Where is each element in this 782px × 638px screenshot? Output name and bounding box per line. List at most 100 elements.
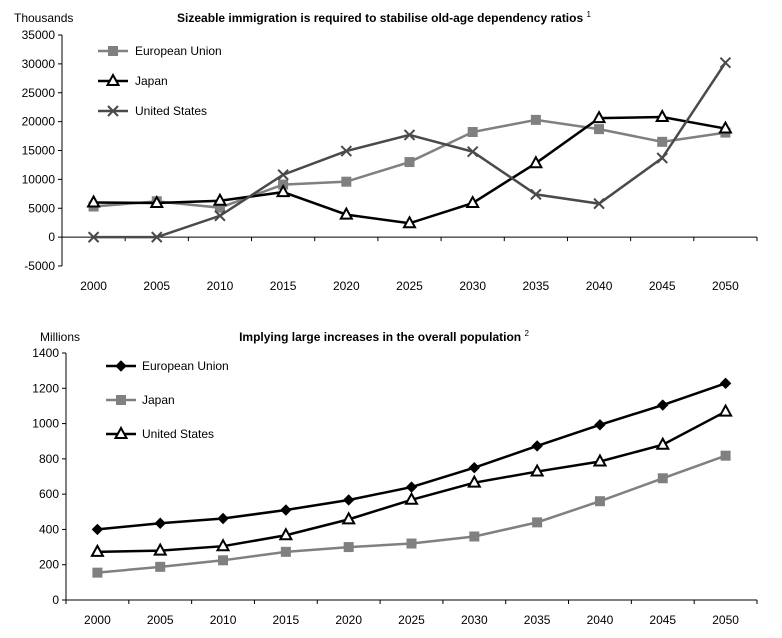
legend-marker — [115, 360, 127, 372]
data-point — [149, 194, 164, 209]
y-tick-label: 200 — [39, 558, 59, 572]
y-tick-label: 1000 — [32, 417, 59, 431]
data-point — [215, 538, 231, 552]
data-point — [720, 450, 731, 461]
data-point — [594, 496, 605, 507]
legend-marker — [105, 72, 121, 86]
x-tick-label: 2005 — [143, 279, 170, 293]
legend-entry: European Union — [98, 44, 222, 58]
data-point — [214, 210, 226, 222]
data-point — [466, 145, 479, 158]
x-tick-label: 2040 — [587, 613, 614, 627]
y-tick-label: 1200 — [32, 381, 59, 395]
data-point — [275, 184, 291, 198]
data-point — [341, 511, 356, 525]
data-point — [404, 491, 419, 505]
data-point — [468, 461, 481, 474]
series-line — [97, 454, 727, 574]
data-point — [154, 517, 166, 529]
x-tick-label: 2050 — [712, 613, 739, 627]
y-tick-label: 5000 — [28, 201, 55, 215]
data-point — [591, 110, 607, 124]
data-point — [593, 197, 605, 210]
data-point — [342, 494, 355, 506]
y-tick-label: -5000 — [24, 259, 55, 273]
y-tick-label: 10000 — [22, 172, 56, 186]
legend-entry: European Union — [106, 359, 229, 373]
y-tick-label: 0 — [48, 230, 55, 244]
x-tick-label: 2025 — [398, 613, 425, 627]
data-point — [280, 546, 291, 557]
data-point — [86, 194, 101, 208]
data-point — [92, 567, 103, 578]
data-point — [91, 523, 104, 536]
data-point — [277, 169, 289, 181]
data-point — [531, 440, 543, 452]
data-point — [155, 561, 166, 572]
data-point — [532, 517, 543, 528]
series-european-union — [88, 114, 731, 213]
data-point — [657, 136, 668, 147]
chart-2: Implying large increases in the overall … — [32, 329, 758, 627]
legend-marker — [113, 425, 129, 439]
y-tick-label: 400 — [39, 522, 59, 536]
data-point — [153, 542, 168, 556]
data-point — [718, 120, 733, 134]
data-point — [656, 152, 668, 164]
x-tick-label: 2000 — [84, 613, 111, 627]
x-tick-label: 2020 — [333, 279, 360, 293]
y-tick-label: 600 — [39, 487, 59, 501]
legend-label: United States — [142, 427, 214, 441]
data-point — [467, 474, 482, 488]
y-axis-unit-label: Millions — [40, 330, 80, 344]
y-tick-label: 20000 — [22, 115, 56, 129]
y-tick-label: 25000 — [22, 86, 56, 100]
x-tick-label: 2010 — [207, 279, 234, 293]
y-tick-label: 0 — [52, 593, 59, 607]
data-point — [402, 215, 417, 229]
legend-marker — [108, 46, 118, 56]
data-point — [657, 473, 668, 484]
data-point — [404, 157, 415, 168]
data-point — [719, 377, 732, 390]
data-point — [594, 419, 606, 431]
data-point — [339, 206, 354, 220]
x-tick-label: 2030 — [461, 613, 488, 627]
x-tick-label: 2020 — [335, 613, 362, 627]
x-tick-label: 2015 — [270, 279, 297, 293]
data-point — [151, 231, 163, 243]
x-tick-label: 2000 — [80, 279, 107, 293]
title-footnote-mark: 1 — [586, 10, 591, 19]
chart-title: Implying large increases in the overall … — [239, 329, 529, 344]
x-tick-label: 2010 — [210, 613, 237, 627]
x-tick-label: 2005 — [147, 613, 174, 627]
data-point — [87, 231, 100, 243]
data-point — [655, 436, 670, 450]
series-european-union — [91, 377, 732, 536]
data-point — [530, 114, 541, 125]
legend-label: European Union — [142, 359, 229, 373]
series-japan — [86, 108, 733, 229]
y-tick-label: 1400 — [32, 346, 59, 360]
x-tick-label: 2045 — [649, 613, 676, 627]
data-point — [340, 145, 353, 157]
series-united-states — [90, 403, 733, 557]
data-point — [594, 124, 605, 135]
x-tick-label: 2040 — [586, 279, 613, 293]
data-point — [343, 542, 354, 553]
data-point — [405, 481, 418, 493]
x-tick-label: 2025 — [396, 279, 423, 293]
x-tick-label: 2050 — [712, 279, 739, 293]
y-axis-unit-label: Thousands — [14, 11, 73, 25]
y-tick-label: 35000 — [22, 28, 56, 42]
data-point — [465, 194, 480, 209]
series-line — [97, 382, 726, 531]
data-point — [529, 463, 545, 477]
data-point — [341, 176, 352, 187]
data-point — [528, 155, 544, 169]
legend-marker — [116, 395, 126, 405]
legend-label: Japan — [135, 74, 168, 88]
series-line — [93, 115, 726, 225]
data-point — [218, 555, 229, 566]
